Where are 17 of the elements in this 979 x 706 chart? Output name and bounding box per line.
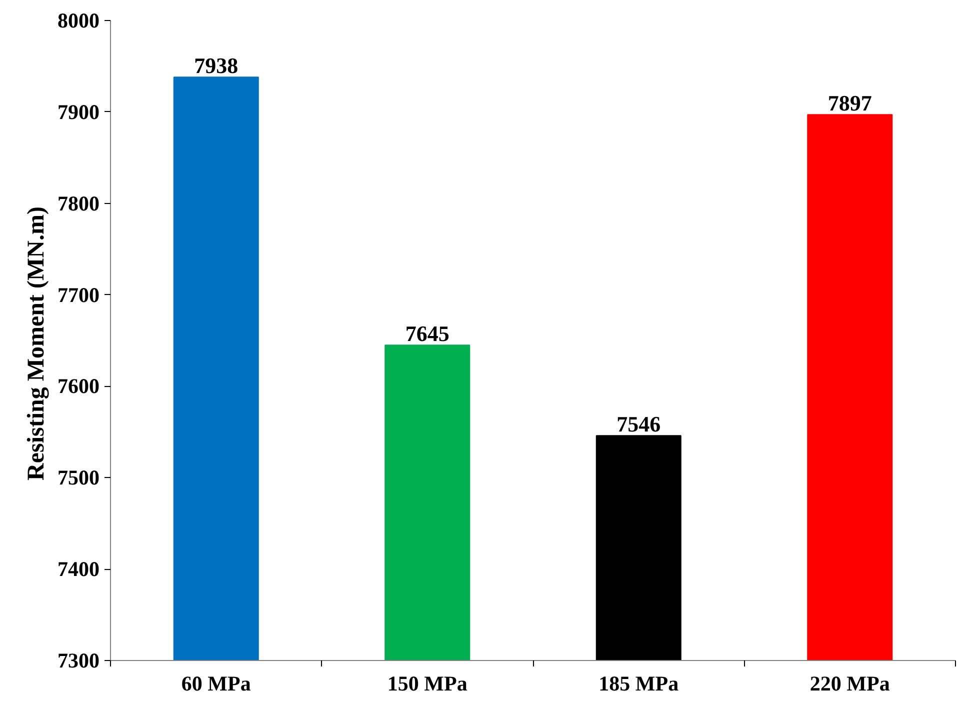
y-tick-label: 7500: [58, 466, 100, 490]
y-tick-label: 8000: [58, 8, 100, 32]
y-tick-label: 7600: [58, 374, 100, 398]
x-tick-label: 185 MPa: [598, 672, 680, 696]
y-tick-label: 7700: [58, 282, 100, 307]
y-tick-label: 7300: [58, 648, 100, 672]
data-label: 7645: [405, 321, 450, 346]
data-label: 7897: [828, 90, 872, 116]
x-tick-label: 150 MPa: [387, 672, 468, 696]
data-label: 7938: [194, 53, 238, 78]
data-label: 7546: [616, 412, 661, 437]
y-axis-title: Resisting Moment (MN.m): [24, 206, 50, 480]
x-tick-label: 60 MPa: [181, 672, 252, 696]
y-tick-label: 7900: [58, 100, 100, 124]
x-tick-label: 220 MPa: [810, 672, 890, 696]
y-tick-label: 7800: [58, 191, 100, 216]
y-tick-label: 7400: [58, 557, 100, 582]
